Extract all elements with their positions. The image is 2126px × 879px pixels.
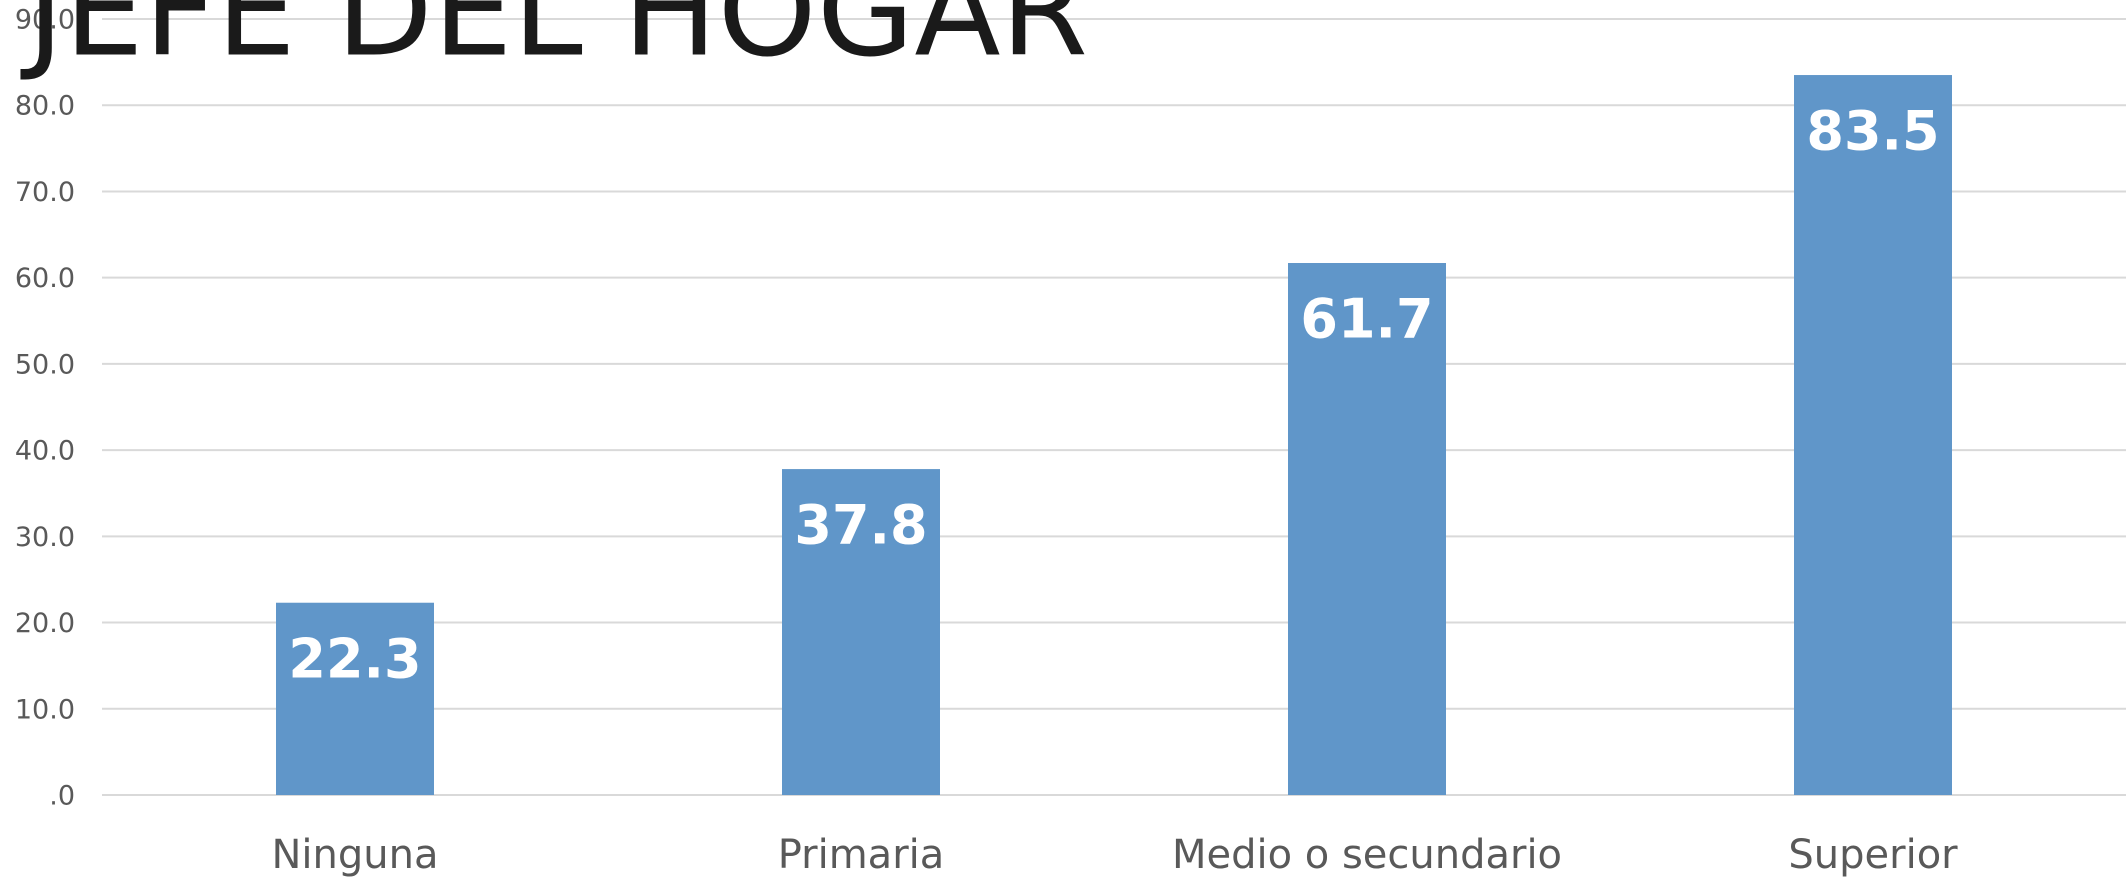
bar	[782, 469, 940, 795]
y-tick-label: 50.0	[15, 349, 75, 380]
x-tick-label: Ninguna	[272, 832, 439, 878]
grid: .0 10.0 20.0 30.0 40.0 50.0 60.0 70.0 80.0 90.0	[15, 5, 2126, 812]
y-tick-label: 20.0	[15, 608, 75, 639]
y-tick-label: 90.0	[15, 5, 75, 36]
x-tick-label: Medio o secundario	[1172, 832, 1562, 878]
y-tick-label: 70.0	[15, 177, 75, 208]
y-tick-label: 80.0	[15, 91, 75, 122]
chart-title: JEFE DEL HOGAR	[20, 0, 1088, 85]
bar	[1288, 263, 1446, 795]
x-tick-label: Primaria	[778, 832, 945, 878]
data-label: 37.8	[794, 494, 927, 557]
y-tick-label: 60.0	[15, 263, 75, 294]
x-tick-label: Superior	[1788, 832, 1958, 878]
data-label: 22.3	[288, 627, 421, 690]
y-tick-label: 30.0	[15, 522, 75, 553]
data-label: 61.7	[1300, 288, 1433, 351]
data-label: 83.5	[1806, 100, 1939, 163]
y-tick-label: 10.0	[15, 694, 75, 725]
bar	[276, 602, 434, 795]
y-tick-label: .0	[49, 781, 75, 812]
y-tick-label: 40.0	[15, 436, 75, 467]
bars: 22.3 37.8 61.7 83.5	[276, 75, 1952, 796]
bar	[1794, 75, 1952, 796]
